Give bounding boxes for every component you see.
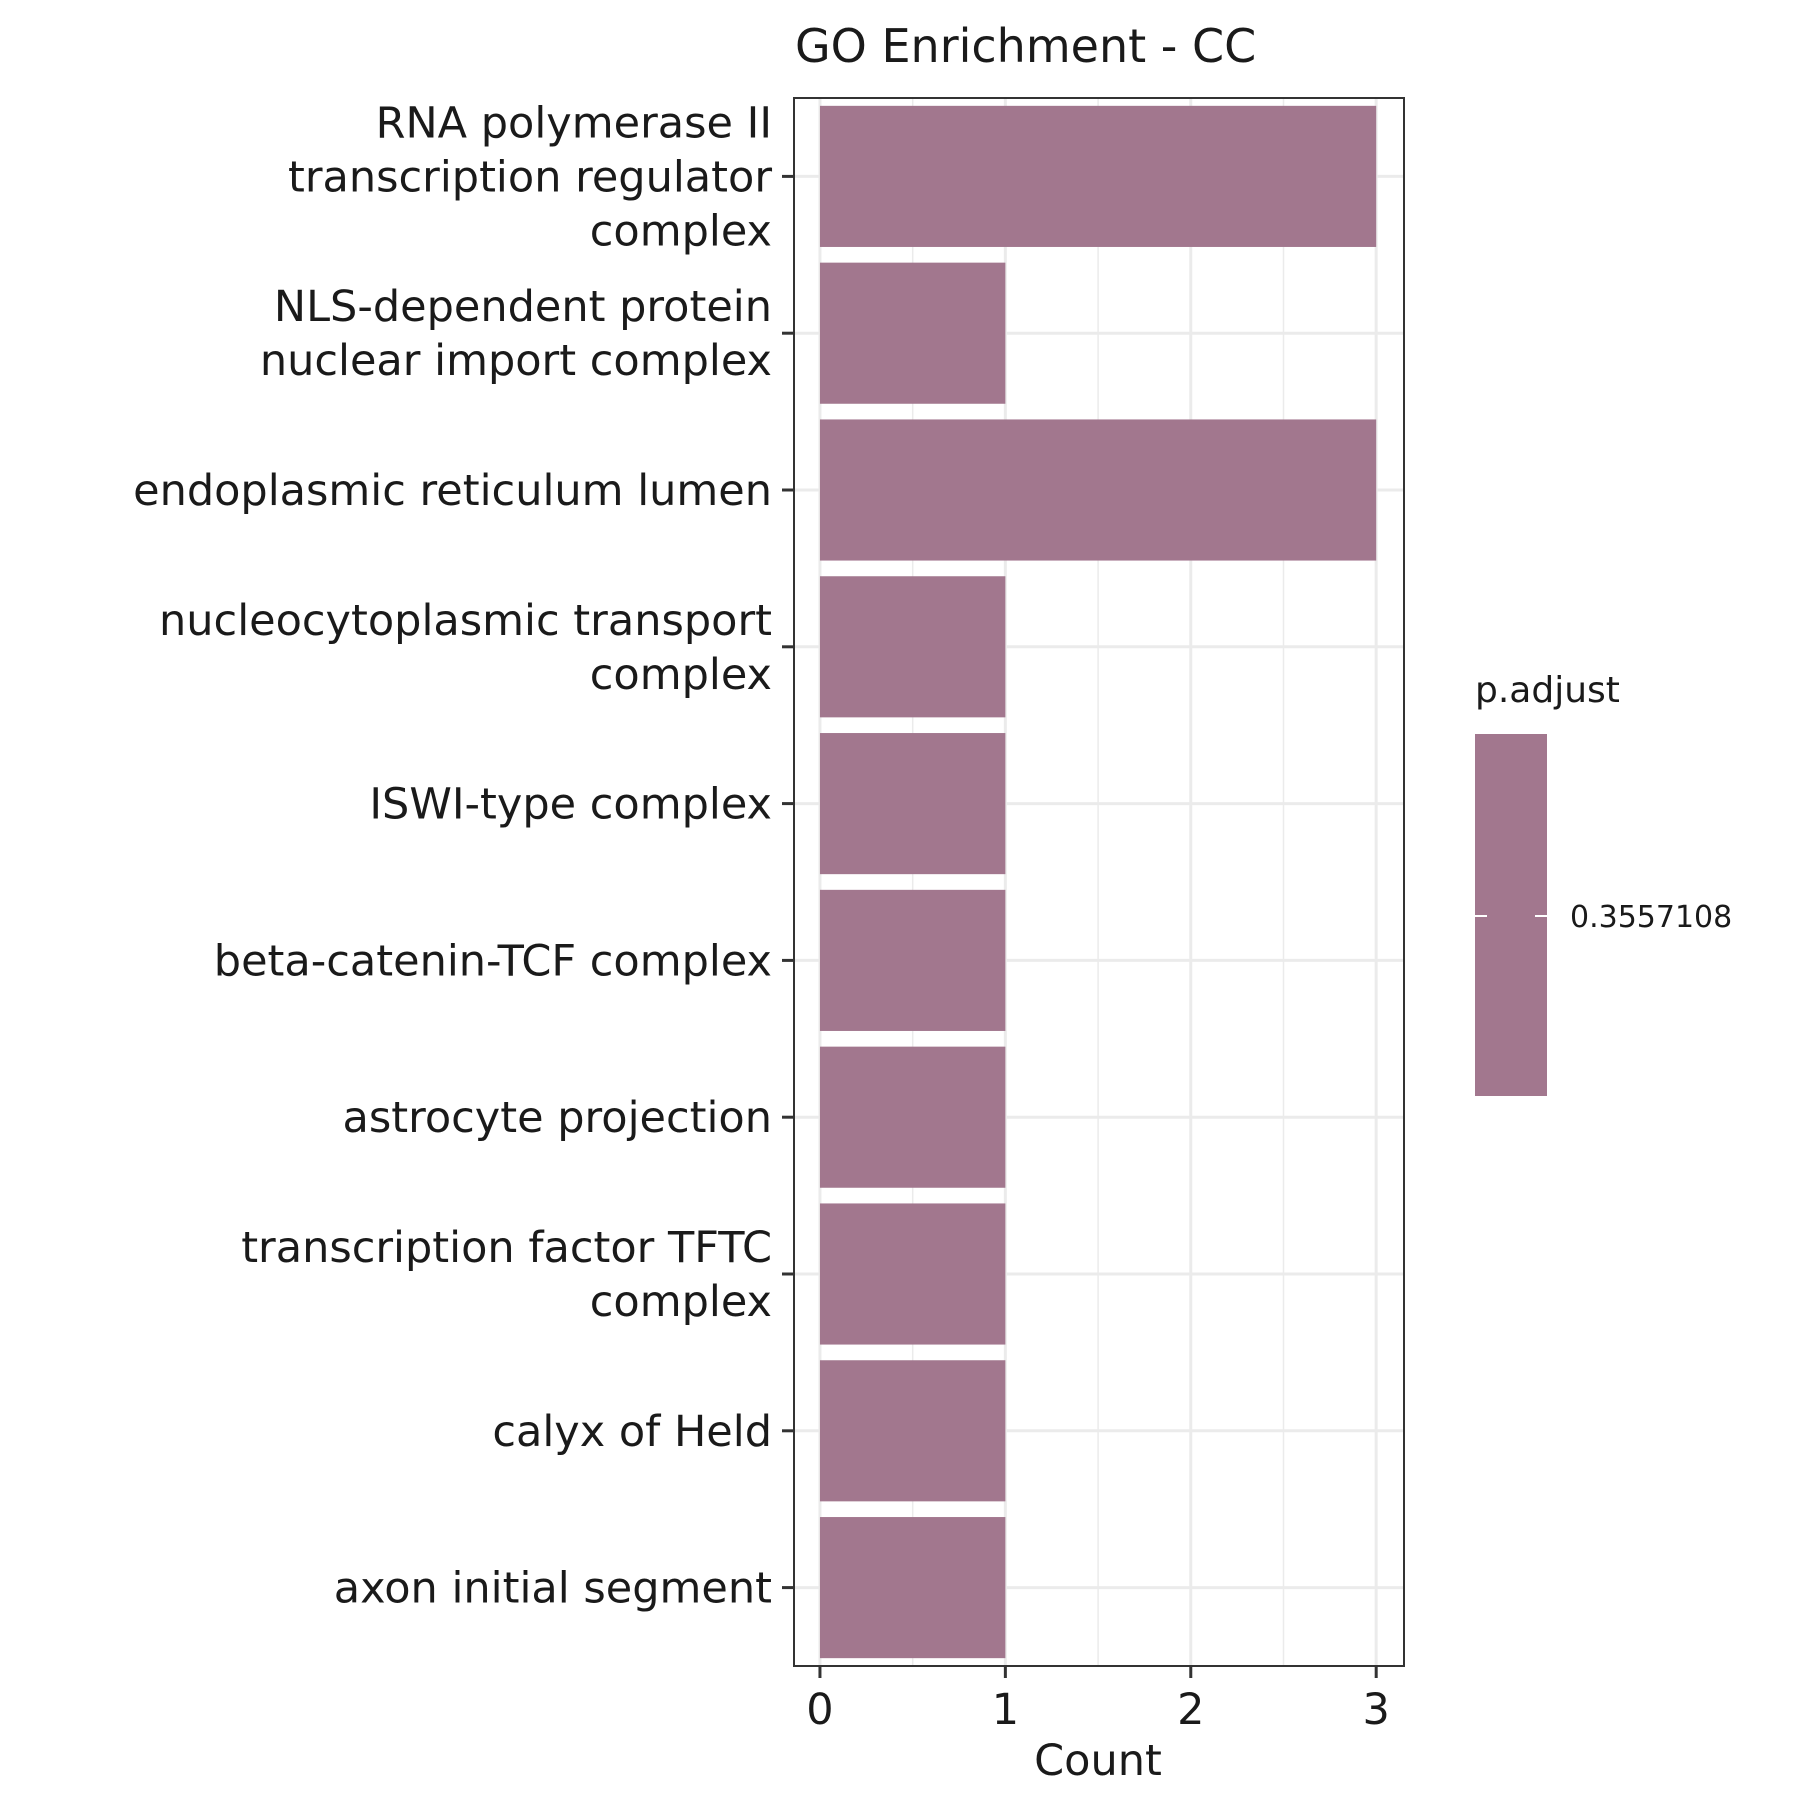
x-axis: 0 1 2 3 (806, 1666, 1390, 1735)
legend-title: p.adjust (1475, 670, 1620, 711)
x-tick-label: 0 (806, 1685, 833, 1735)
y-tick-label-line: beta-catenin-TCF complex (214, 936, 772, 986)
y-tick-label-line: nuclear import complex (260, 336, 772, 386)
bar (819, 105, 1377, 247)
y-tick-label-line: RNA polymerase II (376, 98, 772, 148)
y-tick-label: NLS-dependent protein nuclear import comp… (260, 282, 772, 386)
bar (819, 1046, 1006, 1188)
x-tick-label: 1 (992, 1685, 1019, 1735)
x-axis-title: Count (1034, 1736, 1162, 1786)
bar (819, 1203, 1006, 1345)
y-tick-label-line: ISWI-type complex (369, 780, 772, 830)
bar (819, 576, 1006, 718)
legend: p.adjust 0.3557108 (1475, 670, 1732, 1096)
y-tick-label-line: transcription regulator (288, 152, 772, 202)
y-tick-label: endoplasmic reticulum lumen (133, 466, 772, 516)
legend-label: 0.3557108 (1570, 900, 1732, 935)
bar (819, 1360, 1006, 1502)
bar (819, 889, 1006, 1031)
bar (819, 262, 1006, 404)
panel-border (793, 97, 1405, 1667)
y-tick-label-line: complex (590, 650, 772, 700)
y-tick-label-line: complex (590, 206, 772, 256)
y-tick-label: nucleocytoplasmic transport complex (159, 596, 772, 700)
plot-panel (793, 97, 1405, 1667)
y-tick-label: transcription factor TFTC complex (241, 1223, 772, 1327)
y-tick-label: beta-catenin-TCF complex (214, 936, 772, 986)
y-tick-label-line: calyx of Held (492, 1407, 772, 1457)
chart-title: GO Enrichment - CC (795, 19, 1256, 73)
y-tick-label-line: axon initial segment (334, 1564, 772, 1614)
bar (819, 1517, 1006, 1659)
y-tick-label-line: astrocyte projection (343, 1093, 772, 1143)
y-axis: RNA polymerase II transcription regulator… (133, 98, 794, 1614)
y-tick-label-line: endoplasmic reticulum lumen (133, 466, 772, 516)
y-tick-label: calyx of Held (492, 1407, 772, 1457)
y-tick-label-line: NLS-dependent protein (274, 282, 772, 332)
y-tick-label: ISWI-type complex (369, 780, 772, 830)
bar (819, 733, 1006, 875)
x-tick-label: 3 (1363, 1685, 1390, 1735)
y-tick-label-line: complex (590, 1277, 772, 1327)
bar (819, 419, 1377, 561)
y-tick-label: axon initial segment (334, 1564, 772, 1614)
x-tick-label: 2 (1177, 1685, 1204, 1735)
y-tick-label: astrocyte projection (343, 1093, 772, 1143)
y-tick-label: RNA polymerase II transcription regulator… (288, 98, 772, 256)
y-tick-label-line: transcription factor TFTC (241, 1223, 772, 1273)
y-tick-label-line: nucleocytoplasmic transport (159, 596, 772, 646)
